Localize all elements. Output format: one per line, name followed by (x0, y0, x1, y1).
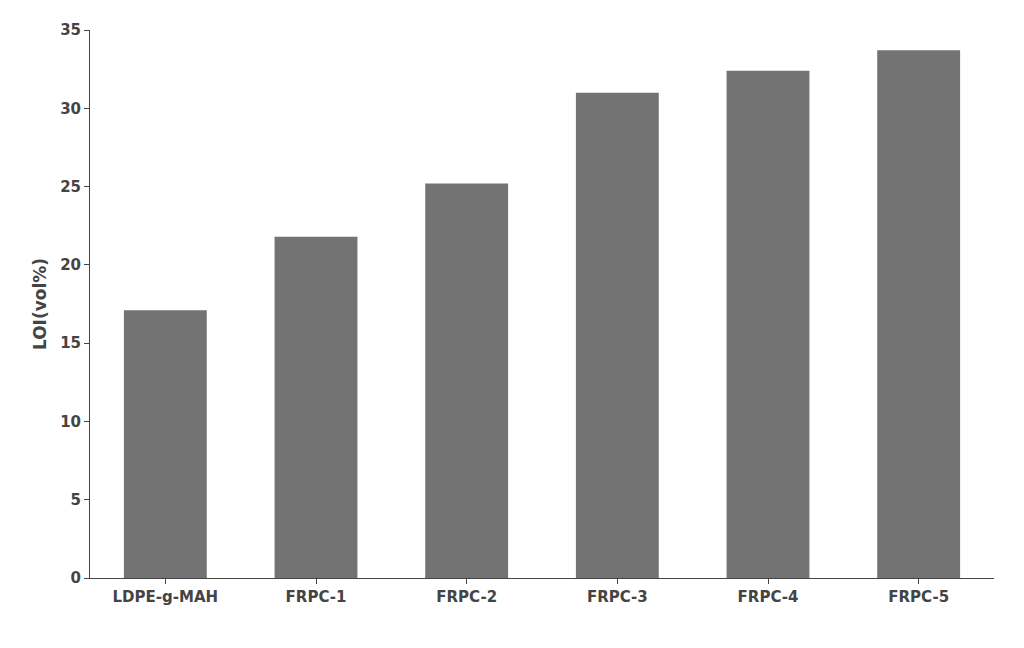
svg-text:5: 5 (71, 491, 81, 509)
svg-text:FRPC-1: FRPC-1 (286, 588, 347, 606)
svg-text:LOI(vol%): LOI(vol%) (30, 258, 50, 350)
svg-text:LDPE-g-MAH: LDPE-g-MAH (113, 588, 219, 606)
svg-text:20: 20 (60, 256, 81, 274)
svg-text:25: 25 (60, 178, 81, 196)
svg-text:30: 30 (60, 100, 81, 118)
svg-text:10: 10 (60, 413, 81, 431)
svg-text:FRPC-3: FRPC-3 (587, 588, 648, 606)
svg-text:FRPC-4: FRPC-4 (738, 588, 799, 606)
svg-text:0: 0 (71, 569, 81, 587)
svg-text:FRPC-5: FRPC-5 (888, 588, 949, 606)
svg-text:35: 35 (60, 21, 81, 39)
svg-text:15: 15 (60, 334, 81, 352)
svg-text:FRPC-2: FRPC-2 (436, 588, 497, 606)
